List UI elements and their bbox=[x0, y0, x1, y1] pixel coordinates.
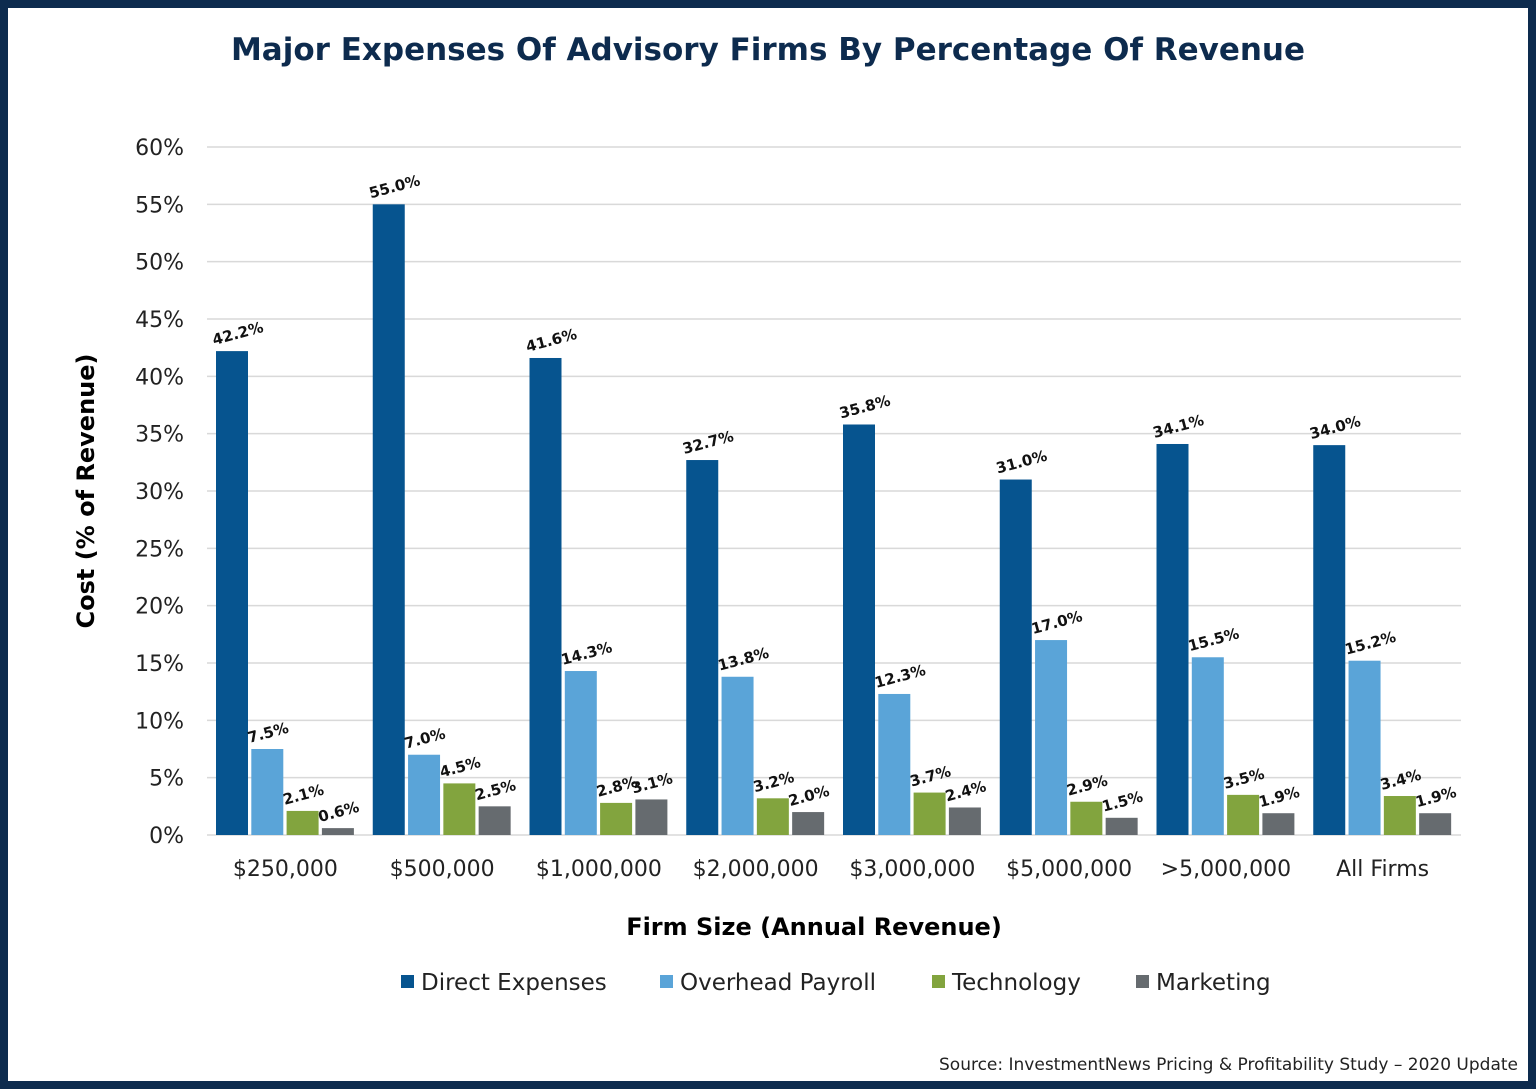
bar-technology bbox=[756, 798, 789, 835]
data-label: 1.9% bbox=[1414, 783, 1459, 811]
bar-direct-expenses bbox=[1313, 445, 1346, 835]
data-label: 3.1% bbox=[630, 769, 675, 797]
data-label: 2.1% bbox=[281, 781, 326, 809]
bar-technology bbox=[1227, 794, 1260, 835]
data-label: 32.7% bbox=[681, 427, 736, 458]
legend-swatch bbox=[932, 975, 945, 988]
x-tick-label: $250,000 bbox=[233, 857, 338, 882]
x-tick-label: $500,000 bbox=[390, 857, 495, 882]
bar-marketing bbox=[1105, 817, 1138, 835]
y-tick-label: 5% bbox=[149, 767, 184, 792]
bar-direct-expenses bbox=[372, 204, 405, 836]
bar-overhead-payroll bbox=[408, 754, 441, 835]
data-label: 1.9% bbox=[1257, 783, 1302, 811]
data-label: 7.5% bbox=[246, 719, 291, 747]
bar-overhead-payroll bbox=[721, 676, 754, 835]
bar-marketing bbox=[1419, 813, 1452, 835]
bar-technology bbox=[913, 792, 946, 835]
y-tick-label: 15% bbox=[135, 652, 184, 677]
data-label: 35.8% bbox=[837, 391, 892, 422]
bar-direct-expenses bbox=[686, 460, 719, 835]
bar-overhead-payroll bbox=[564, 671, 597, 835]
data-label: 2.5% bbox=[473, 776, 518, 804]
legend-label: Direct Expenses bbox=[421, 970, 607, 996]
bar-direct-expenses bbox=[529, 357, 562, 835]
data-label: 7.0% bbox=[402, 724, 447, 752]
bar-marketing bbox=[948, 807, 981, 835]
y-tick-label: 20% bbox=[135, 595, 184, 620]
bar-overhead-payroll bbox=[251, 749, 284, 835]
data-label: 2.4% bbox=[943, 777, 988, 805]
legend-swatch bbox=[401, 975, 414, 988]
bar-technology bbox=[286, 810, 319, 835]
bar-marketing bbox=[635, 799, 668, 835]
data-label: 55.0% bbox=[367, 171, 422, 202]
data-label: 1.5% bbox=[1100, 788, 1145, 816]
bar-marketing bbox=[792, 812, 825, 835]
legend-swatch bbox=[1136, 975, 1149, 988]
bar-technology bbox=[1383, 796, 1416, 835]
data-label: 0.6% bbox=[316, 798, 361, 826]
data-label: 42.2% bbox=[210, 318, 265, 349]
bar-marketing bbox=[1262, 813, 1295, 835]
bar-direct-expenses bbox=[216, 351, 248, 835]
bar-direct-expenses bbox=[1156, 443, 1189, 835]
legend-label: Marketing bbox=[1156, 970, 1271, 996]
x-tick-label: $3,000,000 bbox=[849, 857, 975, 882]
source-note: Source: InvestmentNews Pricing & Profita… bbox=[939, 1055, 1518, 1075]
y-axis-label: Cost (% of Revenue) bbox=[72, 354, 100, 629]
y-tick-label: 30% bbox=[135, 480, 184, 505]
bar-direct-expenses bbox=[843, 424, 875, 835]
y-tick-label: 50% bbox=[135, 251, 184, 276]
x-tick-label: $2,000,000 bbox=[693, 857, 819, 882]
y-tick-label: 35% bbox=[135, 423, 184, 448]
x-tick-label: $1,000,000 bbox=[536, 857, 662, 882]
legend-swatch bbox=[660, 975, 673, 988]
x-axis-label: Firm Size (Annual Revenue) bbox=[626, 913, 1002, 941]
data-label: 15.5% bbox=[1186, 624, 1241, 655]
legend-label: Overhead Payroll bbox=[680, 970, 876, 996]
legend-label: Technology bbox=[951, 970, 1081, 996]
data-label: 31.0% bbox=[994, 447, 1049, 478]
data-label: 34.1% bbox=[1151, 411, 1206, 442]
y-tick-label: 60% bbox=[135, 136, 184, 161]
data-label: 41.6% bbox=[524, 325, 579, 356]
bar-marketing bbox=[321, 828, 354, 835]
bar-overhead-payroll bbox=[878, 693, 911, 835]
bar-technology bbox=[443, 783, 476, 835]
bar-direct-expenses bbox=[999, 479, 1032, 835]
x-tick-label: >5,000,000 bbox=[1161, 857, 1291, 882]
x-tick-label: $5,000,000 bbox=[1006, 857, 1132, 882]
data-label: 34.0% bbox=[1308, 412, 1363, 443]
y-tick-label: 45% bbox=[135, 308, 184, 333]
y-tick-label: 0% bbox=[149, 824, 184, 849]
data-label: 15.2% bbox=[1343, 628, 1398, 659]
data-label: 3.4% bbox=[1378, 766, 1423, 794]
data-label: 3.5% bbox=[1221, 765, 1266, 793]
y-tick-label: 25% bbox=[135, 537, 184, 562]
data-label: 17.0% bbox=[1029, 607, 1084, 638]
bar-marketing bbox=[478, 806, 511, 835]
data-label: 14.3% bbox=[559, 638, 614, 669]
x-tick-label: All Firms bbox=[1336, 857, 1429, 882]
bar-technology bbox=[600, 802, 633, 835]
y-tick-label: 10% bbox=[135, 709, 184, 734]
y-tick-label: 55% bbox=[135, 193, 184, 218]
bar-overhead-payroll bbox=[1348, 660, 1381, 835]
bar-overhead-payroll bbox=[1191, 657, 1224, 835]
data-label: 2.9% bbox=[1065, 771, 1110, 799]
y-tick-label: 40% bbox=[135, 365, 184, 390]
chart-title: Major Expenses Of Advisory Firms By Perc… bbox=[231, 32, 1305, 68]
bar-technology bbox=[1070, 801, 1103, 835]
data-label: 12.3% bbox=[873, 661, 928, 692]
bar-overhead-payroll bbox=[1035, 640, 1068, 835]
data-label: 13.8% bbox=[716, 644, 771, 675]
